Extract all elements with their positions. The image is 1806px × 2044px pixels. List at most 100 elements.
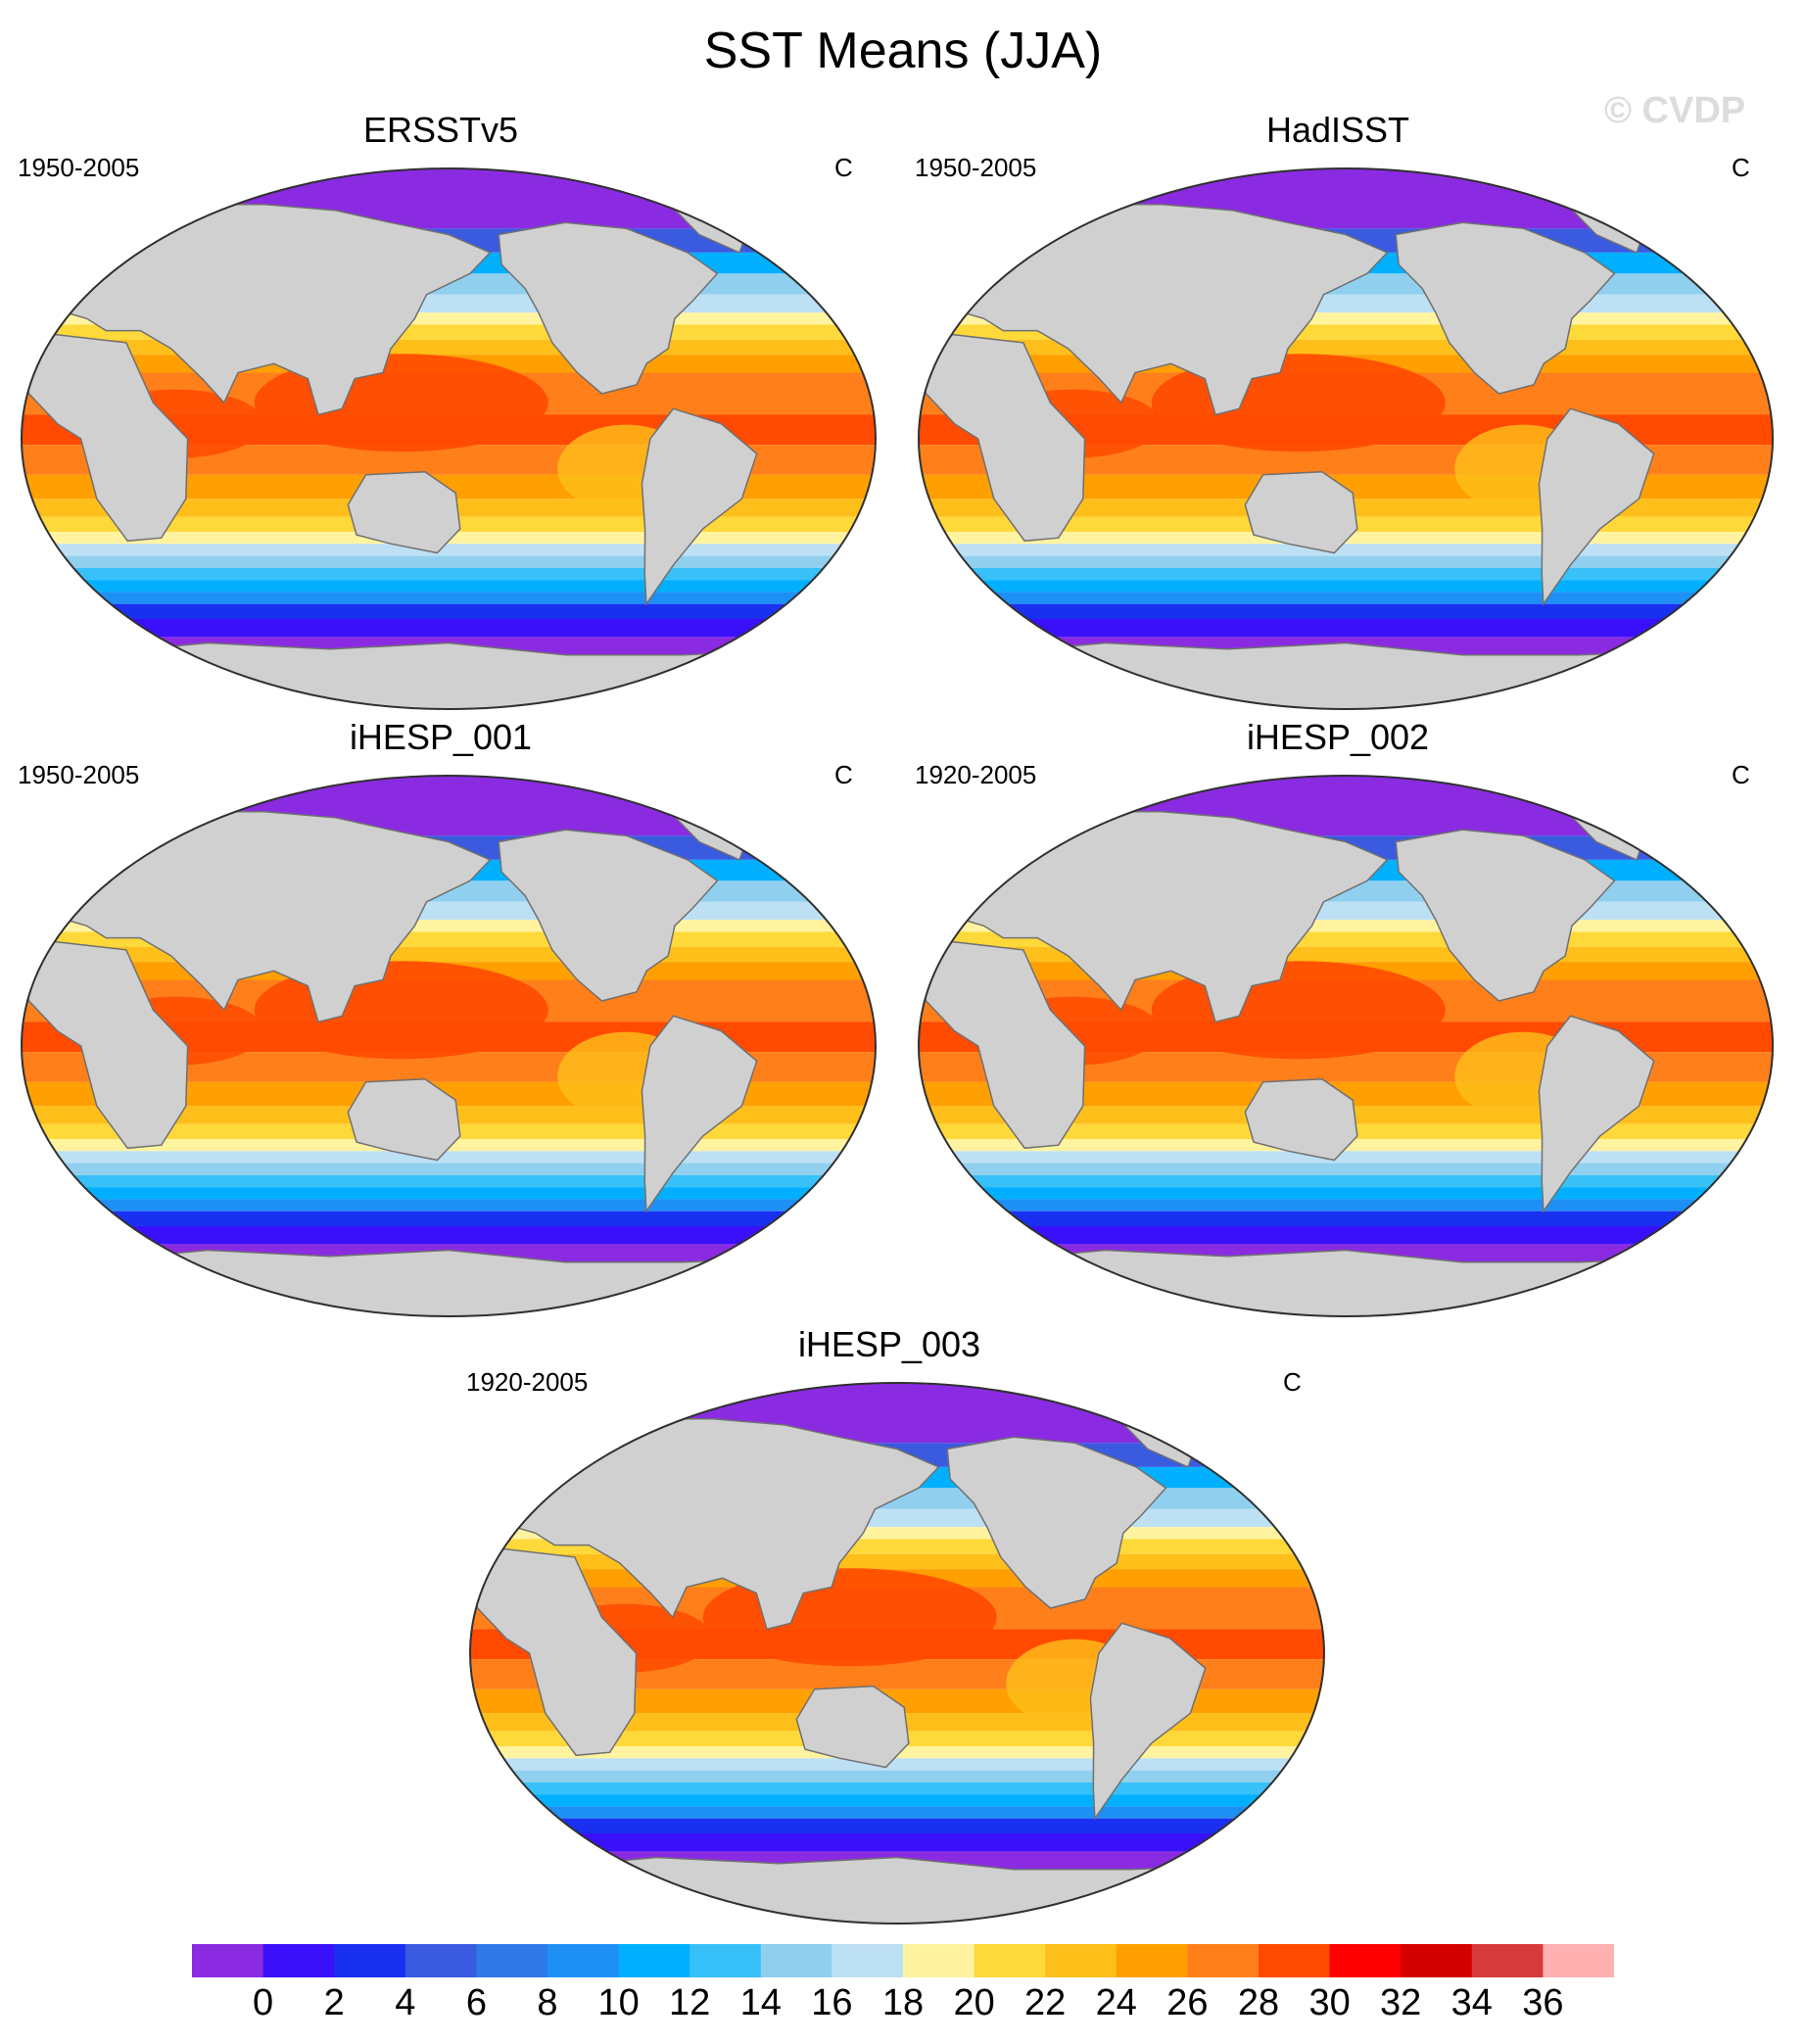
colorbar-tick-label: 8 xyxy=(537,1982,558,2023)
sst-band xyxy=(470,1770,1324,1783)
land-mass xyxy=(75,1249,825,1316)
colorbar-swatch xyxy=(760,1944,832,1977)
land-mass xyxy=(24,204,492,416)
panel-period: 1950-2005 xyxy=(915,153,1037,182)
cvdp-watermark: © CVDP xyxy=(1604,90,1746,131)
sst-band xyxy=(919,580,1773,593)
sst-band xyxy=(22,946,876,963)
land-mass xyxy=(921,204,1389,416)
colorbar xyxy=(192,1944,1614,1977)
world-map xyxy=(918,167,1774,710)
figure-title: SST Means (JJA) xyxy=(703,23,1103,79)
sst-band xyxy=(470,1818,1324,1833)
colorbar-swatch xyxy=(1187,1944,1259,1977)
colorbar-swatch xyxy=(404,1944,477,1977)
land-mass xyxy=(22,332,189,543)
colorbar-labels: 0 2 4 6 8 10 12 14 16 18 20 22 24 26 28 30 32 34 36 xyxy=(192,1982,1614,2031)
land-mass xyxy=(22,939,189,1150)
map-panel-ihesp-002: iHESP_002 1920-2005 C xyxy=(897,717,1779,1324)
colorbar-tick-label: 18 xyxy=(881,1982,925,2023)
colorbar-tick-label: 6 xyxy=(465,1982,487,2023)
land-mass xyxy=(1244,1077,1358,1162)
land-mass xyxy=(1244,470,1358,554)
sst-band xyxy=(470,1806,1324,1819)
colorbar-swatch xyxy=(334,1944,406,1977)
land-mass xyxy=(1395,221,1616,395)
panel-title: ERSSTv5 xyxy=(362,110,519,150)
colorbar-tick-label: 32 xyxy=(1380,1982,1422,2023)
land-mass xyxy=(498,829,719,1002)
sst-band xyxy=(22,1151,876,1164)
colorbar-tick-label: 10 xyxy=(597,1982,640,2023)
sst-band xyxy=(22,603,876,619)
land-mass xyxy=(1395,829,1616,1002)
land-mass xyxy=(498,221,719,395)
sst-band xyxy=(22,776,876,836)
colorbar-swatch xyxy=(903,1944,975,1977)
colorbar-tick-label: 36 xyxy=(1522,1982,1564,2023)
sst-band xyxy=(919,776,1773,836)
sst-band xyxy=(22,544,876,556)
panel-period: 1950-2005 xyxy=(18,760,140,789)
land-mass xyxy=(470,1546,638,1757)
land-mass xyxy=(973,1249,1722,1316)
colorbar-swatch xyxy=(618,1944,690,1977)
land-mass xyxy=(973,642,1722,709)
land-mass xyxy=(1538,407,1655,606)
sst-band xyxy=(22,1163,876,1175)
map-outline xyxy=(21,775,877,1317)
sst-band xyxy=(919,1211,1773,1226)
colorbar-swatch xyxy=(547,1944,620,1977)
panel-period: 1920-2005 xyxy=(466,1367,589,1397)
sst-band xyxy=(22,580,876,593)
map-panel-hadisst: HadISST 1950-2005 C xyxy=(897,110,1779,717)
sst-band xyxy=(919,1174,1773,1188)
sst-band xyxy=(22,168,876,229)
sst-band xyxy=(470,1758,1324,1771)
map-panel-ihesp-003: iHESP_003 1920-2005 C xyxy=(449,1324,1330,1931)
panel-period: 1950-2005 xyxy=(18,153,140,182)
sst-band xyxy=(919,1199,1773,1212)
land-mass xyxy=(641,407,758,606)
sst-band xyxy=(22,1174,876,1188)
land-mass xyxy=(347,470,461,554)
land-mass xyxy=(946,1436,1167,1609)
land-mass xyxy=(472,1418,940,1631)
map-outline xyxy=(918,167,1774,710)
land-mass xyxy=(921,811,1389,1023)
colorbar-swatch xyxy=(1116,1944,1188,1977)
world-map xyxy=(21,167,877,710)
land-mass xyxy=(347,1077,461,1162)
sst-band xyxy=(919,555,1773,568)
sst-band xyxy=(470,1553,1324,1570)
panel-title: HadISST xyxy=(1265,110,1410,150)
land-mass xyxy=(75,642,825,709)
land-mass xyxy=(1089,1622,1207,1821)
colorbar-swatch xyxy=(832,1944,904,1977)
colorbar-tick-label: 2 xyxy=(323,1982,345,2023)
colorbar-tick-label: 30 xyxy=(1308,1982,1351,2023)
sst-band xyxy=(22,555,876,568)
panel-units: C xyxy=(834,760,853,789)
panel-title: iHESP_001 xyxy=(349,717,533,757)
land-mass xyxy=(919,332,1086,543)
sst-band xyxy=(470,1794,1324,1807)
colorbar-tick-label: 4 xyxy=(395,1982,416,2023)
sst-band xyxy=(22,1187,876,1200)
map-outline xyxy=(918,775,1774,1317)
colorbar-swatch xyxy=(1401,1944,1473,1977)
colorbar-swatch xyxy=(1543,1944,1614,1977)
land-mass xyxy=(795,1685,910,1769)
colorbar-swatch xyxy=(476,1944,548,1977)
map-outline xyxy=(469,1382,1325,1925)
sst-band xyxy=(919,619,1773,638)
world-map xyxy=(21,775,877,1317)
sst-band xyxy=(919,1226,1773,1245)
colorbar-tick-label: 0 xyxy=(253,1982,274,2023)
sst-band xyxy=(919,946,1773,963)
colorbar-tick-label: 26 xyxy=(1166,1982,1209,2023)
sst-band xyxy=(22,619,876,638)
land-mass xyxy=(641,1015,758,1213)
panel-units: C xyxy=(1732,760,1750,789)
sst-band xyxy=(919,567,1773,581)
